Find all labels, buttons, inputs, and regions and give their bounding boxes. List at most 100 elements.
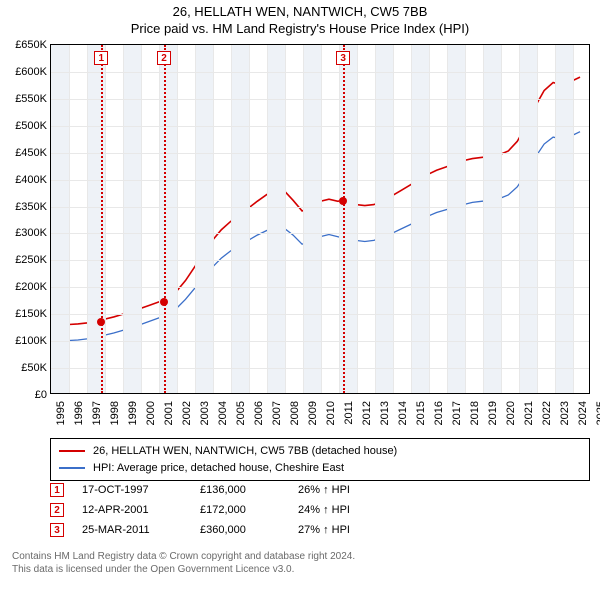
- y-gridline: [51, 260, 589, 261]
- x-axis-label: 2012: [361, 401, 373, 425]
- x-axis-label: 2004: [217, 401, 229, 425]
- x-axis-label: 2024: [577, 401, 589, 425]
- x-gridline: [537, 45, 538, 393]
- sale-row: 212-APR-2001£172,00024% ↑ HPI: [50, 500, 350, 520]
- footer-line1: Contains HM Land Registry data © Crown c…: [12, 550, 588, 563]
- x-gridline: [123, 45, 124, 393]
- x-axis-label: 1998: [109, 401, 121, 425]
- sale-row: 117-OCT-1997£136,00026% ↑ HPI: [50, 480, 350, 500]
- x-gridline: [411, 45, 412, 393]
- y-axis-label: £250K: [3, 254, 47, 266]
- sale-marker-box: 3: [336, 51, 350, 65]
- x-gridline: [555, 45, 556, 393]
- y-axis-label: £50K: [3, 362, 47, 374]
- legend-item: 26, HELLATH WEN, NANTWICH, CW5 7BB (deta…: [59, 443, 581, 460]
- y-gridline: [51, 180, 589, 181]
- x-axis-label: 1997: [91, 401, 103, 425]
- x-gridline: [339, 45, 340, 393]
- x-axis-label: 2008: [289, 401, 301, 425]
- x-axis-label: 2007: [271, 401, 283, 425]
- legend-item: HPI: Average price, detached house, Ches…: [59, 460, 581, 477]
- x-gridline: [141, 45, 142, 393]
- y-axis-label: £500K: [3, 120, 47, 132]
- sale-marker-box: 1: [94, 51, 108, 65]
- y-axis-label: £200K: [3, 281, 47, 293]
- x-axis-label: 2015: [415, 401, 427, 425]
- title-block: 26, HELLATH WEN, NANTWICH, CW5 7BB Price…: [0, 0, 600, 38]
- x-gridline: [303, 45, 304, 393]
- legend-label: HPI: Average price, detached house, Ches…: [93, 460, 344, 477]
- page-container: 26, HELLATH WEN, NANTWICH, CW5 7BB Price…: [0, 0, 600, 590]
- y-axis-label: £150K: [3, 308, 47, 320]
- x-axis-label: 2016: [433, 401, 445, 425]
- y-axis-label: £600K: [3, 66, 47, 78]
- y-axis-label: £350K: [3, 201, 47, 213]
- x-gridline: [375, 45, 376, 393]
- sale-marker-line: [343, 45, 345, 393]
- y-axis-label: £650K: [3, 39, 47, 51]
- x-axis-label: 2023: [559, 401, 571, 425]
- sale-hpi: 26% ↑ HPI: [298, 484, 350, 496]
- x-gridline: [483, 45, 484, 393]
- sale-marker-dot: [97, 318, 105, 326]
- sale-row-marker: 2: [50, 503, 64, 517]
- x-axis-label: 2003: [199, 401, 211, 425]
- x-axis-label: 2010: [325, 401, 337, 425]
- y-axis-label: £0: [3, 389, 47, 401]
- x-gridline: [177, 45, 178, 393]
- y-gridline: [51, 72, 589, 73]
- sale-marker-line: [101, 45, 103, 393]
- x-gridline: [69, 45, 70, 393]
- sale-marker-line: [164, 45, 166, 393]
- x-gridline: [393, 45, 394, 393]
- footer-line2: This data is licensed under the Open Gov…: [12, 563, 588, 576]
- x-gridline: [87, 45, 88, 393]
- x-gridline: [213, 45, 214, 393]
- y-axis-label: £400K: [3, 174, 47, 186]
- x-gridline: [519, 45, 520, 393]
- x-axis-label: 2001: [163, 401, 175, 425]
- sale-marker-box: 2: [157, 51, 171, 65]
- x-axis-label: 2018: [469, 401, 481, 425]
- y-gridline: [51, 287, 589, 288]
- y-gridline: [51, 207, 589, 208]
- x-axis-label: 2002: [181, 401, 193, 425]
- sale-price: £172,000: [200, 504, 280, 516]
- x-gridline: [195, 45, 196, 393]
- title-subtitle: Price paid vs. HM Land Registry's House …: [0, 21, 600, 38]
- y-gridline: [51, 99, 589, 100]
- x-gridline: [465, 45, 466, 393]
- sale-price: £360,000: [200, 524, 280, 536]
- sale-row-marker: 3: [50, 523, 64, 537]
- x-axis-label: 2025: [595, 401, 600, 425]
- y-axis-label: £100K: [3, 335, 47, 347]
- x-axis-label: 2011: [343, 401, 355, 425]
- sale-row: 3 25-MAR-2011 £360,000 27% ↑ HPI: [50, 520, 350, 540]
- x-axis-label: 2000: [145, 401, 157, 425]
- y-gridline: [51, 153, 589, 154]
- x-gridline: [429, 45, 430, 393]
- x-gridline: [321, 45, 322, 393]
- x-axis-label: 1999: [127, 401, 139, 425]
- x-axis-label: 2019: [487, 401, 499, 425]
- sale-date: 17-OCT-1997: [82, 484, 182, 496]
- x-axis-label: 2005: [235, 401, 247, 425]
- x-axis-label: 2013: [379, 401, 391, 425]
- footer-attribution: Contains HM Land Registry data © Crown c…: [12, 550, 588, 576]
- x-axis-label: 2022: [541, 401, 553, 425]
- sale-hpi: 27% ↑ HPI: [298, 524, 350, 536]
- y-gridline: [51, 368, 589, 369]
- y-gridline: [51, 233, 589, 234]
- sale-marker-dot: [339, 197, 347, 205]
- legend-swatch: [59, 467, 85, 469]
- legend-box: 26, HELLATH WEN, NANTWICH, CW5 7BB (deta…: [50, 438, 590, 481]
- x-gridline: [231, 45, 232, 393]
- x-axis-label: 1996: [73, 401, 85, 425]
- x-gridline: [285, 45, 286, 393]
- x-gridline: [105, 45, 106, 393]
- x-gridline: [573, 45, 574, 393]
- x-gridline: [501, 45, 502, 393]
- sale-date: 25-MAR-2011: [82, 524, 182, 536]
- x-gridline: [357, 45, 358, 393]
- sale-marker-dot: [160, 298, 168, 306]
